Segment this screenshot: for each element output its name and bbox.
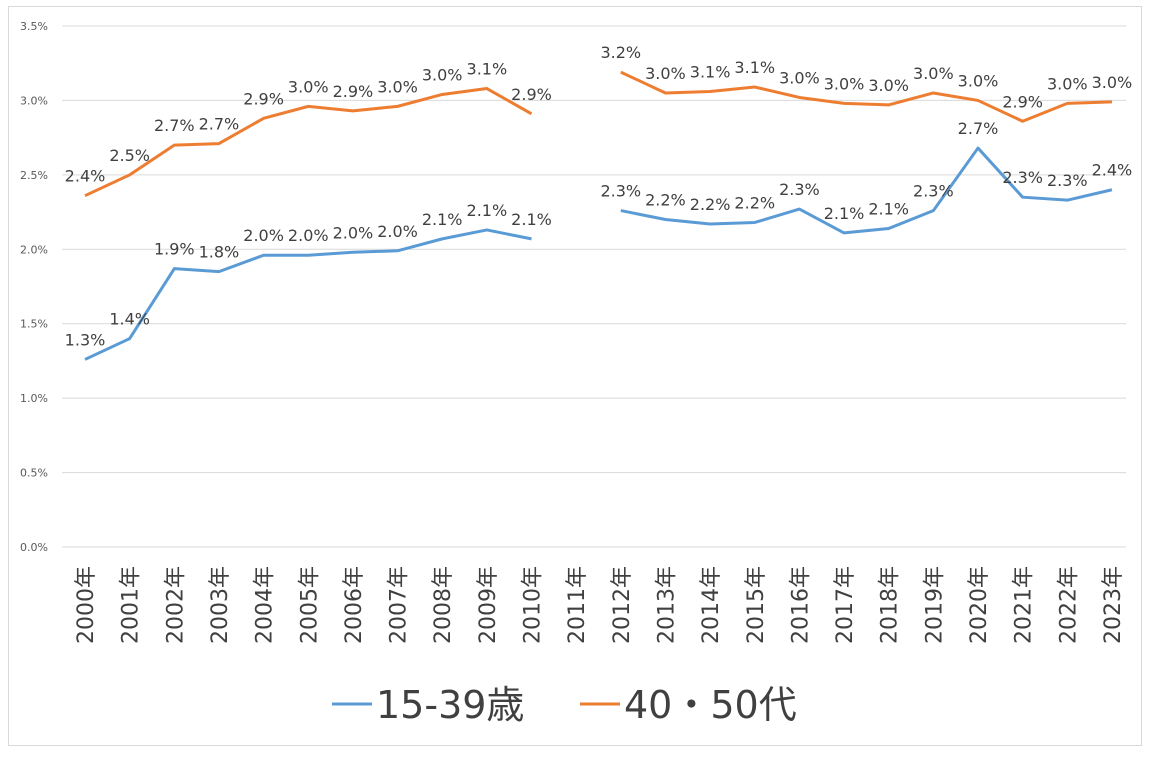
x-tick-label: 2010年 xyxy=(521,566,546,644)
data-label: 2.3% xyxy=(779,180,820,199)
data-label: 2.2% xyxy=(690,195,731,214)
series-line-1 xyxy=(620,70,1112,123)
data-label: 3.0% xyxy=(779,68,820,87)
y-tick-label: 1.5% xyxy=(20,318,48,331)
data-label: 2.7% xyxy=(958,119,999,138)
data-label: 2.1% xyxy=(467,201,508,220)
x-tick-label: 2014年 xyxy=(699,566,724,644)
data-label: 2.2% xyxy=(734,193,775,212)
x-tick-label: 2012年 xyxy=(610,566,635,644)
data-label: 3.0% xyxy=(377,77,418,96)
x-tick-label: 2015年 xyxy=(744,566,769,644)
data-label: 2.7% xyxy=(154,116,195,135)
data-label: 3.0% xyxy=(913,64,954,83)
x-tick-label: 2005年 xyxy=(297,566,322,644)
data-label: 1.4% xyxy=(109,310,150,329)
legend-label-40-50: 40・50代 xyxy=(624,683,797,727)
data-label: 2.0% xyxy=(243,226,284,245)
data-label: 2.9% xyxy=(333,82,374,101)
data-label: 2.0% xyxy=(377,222,418,241)
y-tick-label: 3.0% xyxy=(20,94,48,107)
y-tick-label: 3.5% xyxy=(20,20,48,33)
x-tick-label: 2016年 xyxy=(788,566,813,644)
x-tick-label: 2002年 xyxy=(163,566,188,644)
y-tick-label: 0.0% xyxy=(20,541,48,554)
x-tick-label: 2008年 xyxy=(431,566,456,644)
data-label: 3.1% xyxy=(467,60,508,79)
data-label: 2.3% xyxy=(913,182,954,201)
data-labels: 1.3%1.4%1.9% 1.8%2.0% 2.0% 2.0% 2.0%2.1% 2.1%… xyxy=(65,43,1133,349)
data-label: 3.1% xyxy=(734,58,775,77)
data-label: 2.1% xyxy=(422,210,463,229)
legend-label-15-39: 15-39歳 xyxy=(376,683,524,727)
y-tick-label: 1.0% xyxy=(20,392,48,405)
data-label: 3.0% xyxy=(868,76,909,95)
data-label: 2.1% xyxy=(868,199,909,218)
x-tick-label: 2006年 xyxy=(342,566,367,644)
data-label: 2.3% xyxy=(1047,171,1088,190)
legend: 15-39歳 40・50代 xyxy=(332,683,797,727)
data-label: 2.5% xyxy=(109,146,150,165)
x-tick-label: 2022年 xyxy=(1056,566,1081,644)
data-label: 2.1% xyxy=(824,204,865,223)
data-label: 2.9% xyxy=(1002,92,1043,111)
x-tick-label: 2017年 xyxy=(833,566,858,644)
data-label: 2.3% xyxy=(1002,168,1043,187)
data-label: 2.7% xyxy=(199,115,240,134)
x-tick-label: 2000年 xyxy=(74,566,99,644)
x-tick-label: 2020年 xyxy=(967,566,992,644)
x-tick-label: 2018年 xyxy=(878,566,903,644)
y-tick-label: 2.0% xyxy=(20,243,48,256)
data-label: 1.9% xyxy=(154,240,195,259)
x-tick-label: 2001年 xyxy=(119,566,144,644)
series-line-1 xyxy=(84,87,533,198)
data-label: 2.0% xyxy=(333,223,374,242)
x-tick-label: 2011年 xyxy=(565,566,590,644)
data-label: 3.2% xyxy=(600,43,641,62)
x-tick-label: 2004年 xyxy=(253,566,278,644)
data-label: 3.0% xyxy=(1092,73,1133,92)
y-tick-label: 0.5% xyxy=(20,467,48,480)
x-tick-label: 2013年 xyxy=(654,566,679,644)
chart-frame xyxy=(8,6,1142,746)
data-label: 3.0% xyxy=(1047,74,1088,93)
data-label: 2.9% xyxy=(243,89,284,108)
y-axis-ticks: 0.0% 0.5% 1.0% 1.5% 2.0% 2.5% 3.0% 3.5% xyxy=(20,20,48,554)
data-label: 2.9% xyxy=(511,85,552,104)
y-tick-label: 2.5% xyxy=(20,169,48,182)
data-label: 1.3% xyxy=(65,330,106,349)
data-label: 1.8% xyxy=(199,243,240,262)
data-label: 3.0% xyxy=(824,74,865,93)
data-label: 3.0% xyxy=(422,65,463,84)
data-label: 2.0% xyxy=(288,226,329,245)
data-label: 3.0% xyxy=(288,77,329,96)
data-label: 2.1% xyxy=(511,210,552,229)
x-tick-label: 2021年 xyxy=(1012,566,1037,644)
data-label: 3.1% xyxy=(690,62,731,81)
gridlines xyxy=(62,25,1126,548)
data-label: 2.3% xyxy=(600,182,641,201)
x-tick-label: 2003年 xyxy=(208,566,233,644)
x-axis-ticks: 2000年 2001年 2002年 2003年 2004年 2005年 2006年 2007年… xyxy=(74,566,1126,644)
data-label: 3.0% xyxy=(645,64,686,83)
x-tick-label: 2019年 xyxy=(922,566,947,644)
x-tick-label: 2009年 xyxy=(476,566,501,644)
x-tick-label: 2023年 xyxy=(1101,566,1126,644)
data-label: 2.2% xyxy=(645,191,686,210)
series-line-0 xyxy=(84,228,532,361)
data-label: 2.4% xyxy=(65,167,106,186)
data-label: 3.0% xyxy=(958,71,999,90)
x-tick-label: 2007年 xyxy=(387,566,412,644)
data-label: 2.4% xyxy=(1092,161,1133,180)
series-lines xyxy=(84,70,1113,361)
series-line-0 xyxy=(620,146,1113,235)
